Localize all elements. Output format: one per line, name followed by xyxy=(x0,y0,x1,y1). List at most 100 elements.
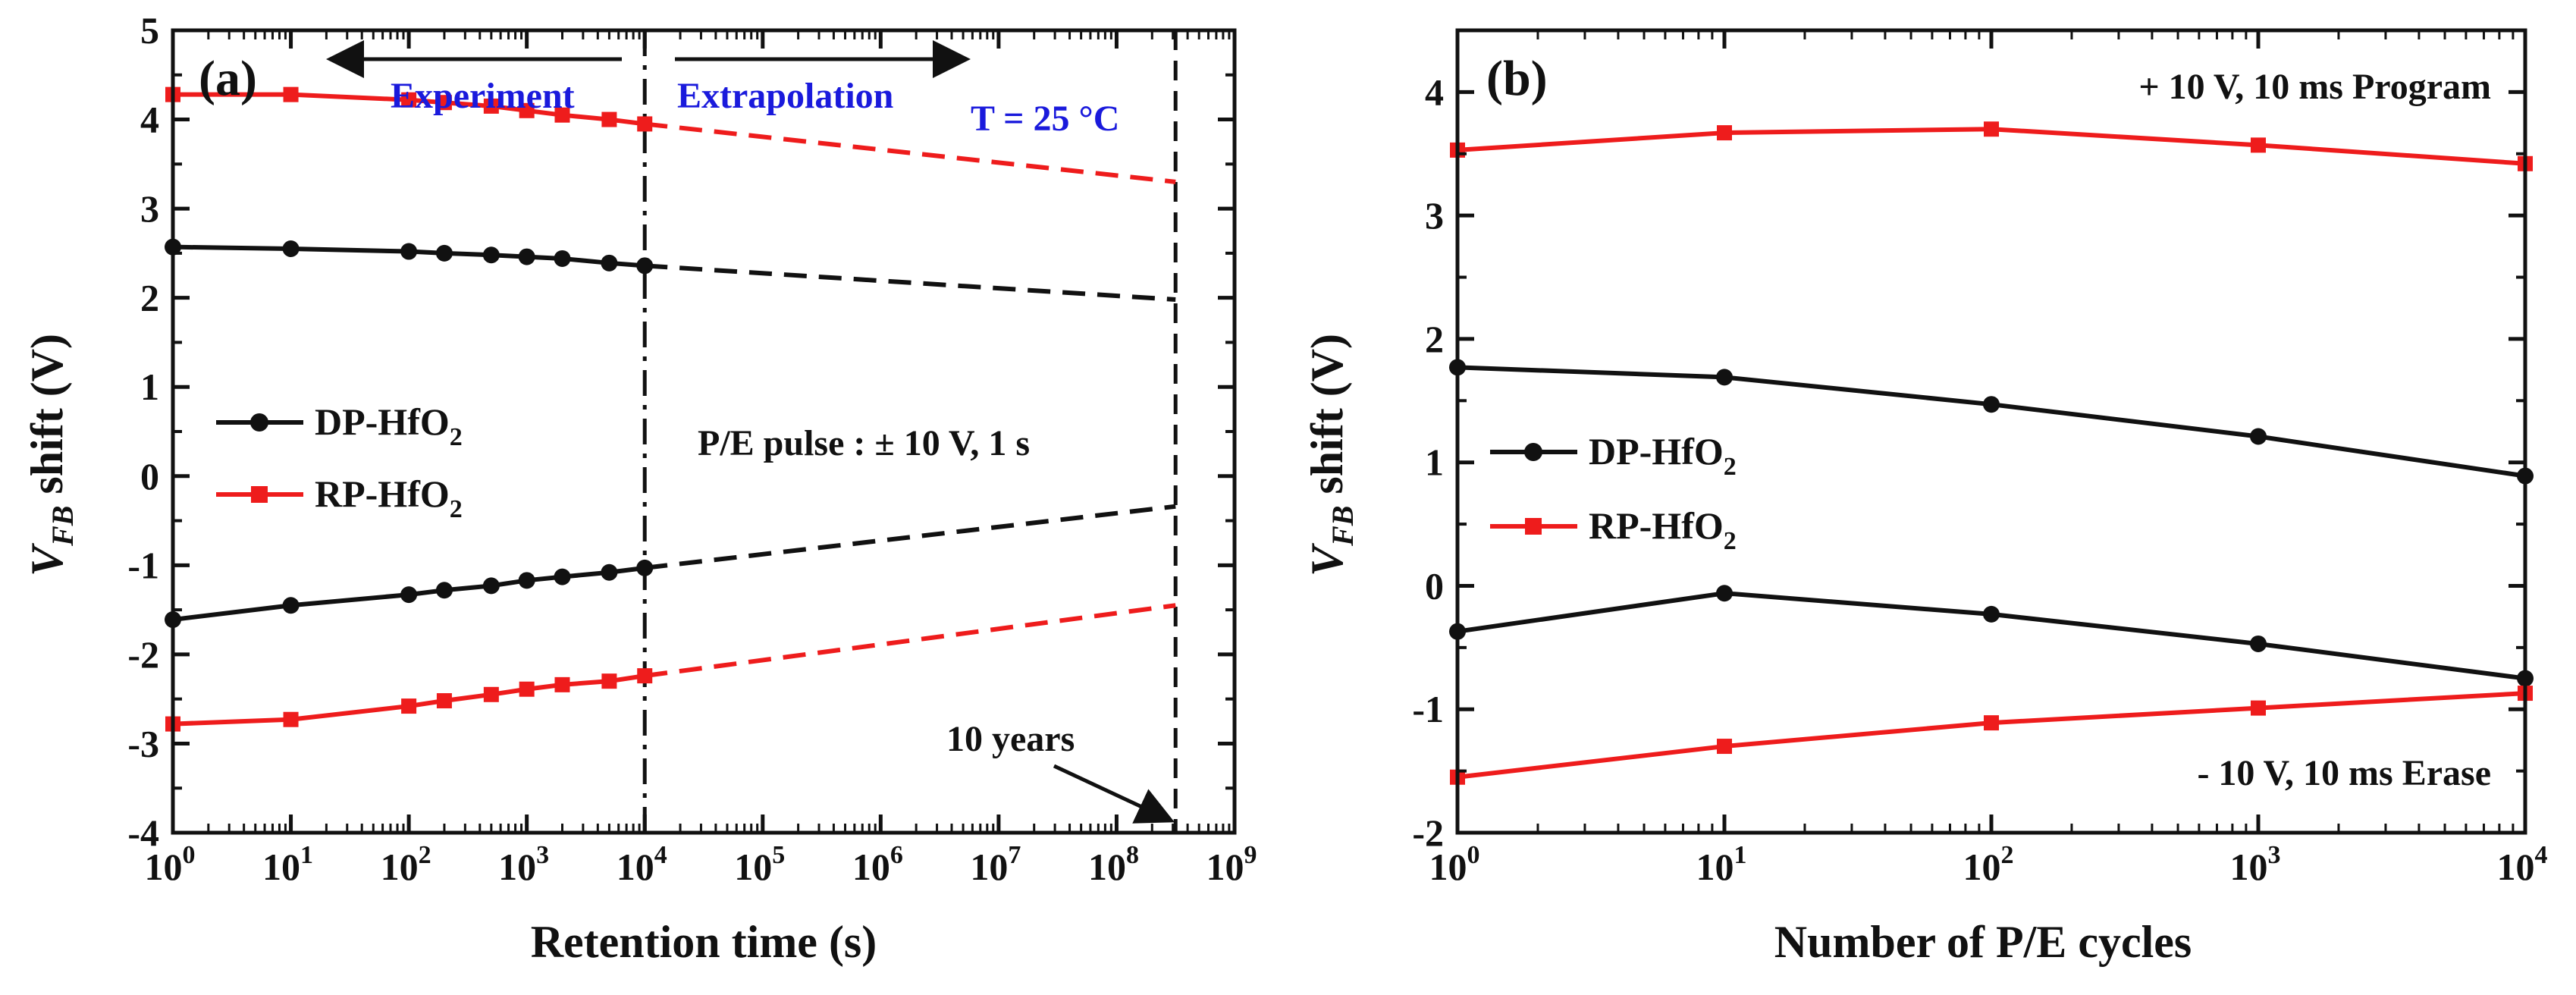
y-tick-label: 3 xyxy=(1425,194,1444,237)
panel-b-y-axis-title: VFB shift (V) xyxy=(1302,334,1360,576)
extrapolation-line-rp-hfo2-erase xyxy=(644,603,1176,679)
svg-text:DP-HfO2: DP-HfO2 xyxy=(1589,430,1737,481)
panel-a-x-axis-title: Retention time (s) xyxy=(531,917,877,967)
extrapolation-label: Extrapolation xyxy=(677,76,893,116)
data-point-dp-hfo2-erase xyxy=(636,559,654,576)
data-point-dp-hfo2-program xyxy=(2250,428,2267,445)
x-tick-label: 103 xyxy=(2230,841,2281,888)
temperature-label: T = 25 °C xyxy=(971,99,1119,139)
data-point-dp-hfo2-erase xyxy=(1716,585,1733,602)
extrapolation-line-dp-hfo2-erase xyxy=(644,504,1176,570)
x-tick-label: 104 xyxy=(2497,841,2548,888)
data-point-dp-hfo2-program xyxy=(636,257,654,275)
data-point-rp-hfo2-program xyxy=(483,98,499,114)
x-tick-label: 103 xyxy=(498,841,549,888)
panel-a-legend-dp-label: DP-HfO xyxy=(315,400,450,443)
data-point-rp-hfo2-program xyxy=(1984,121,1999,137)
data-point-rp-hfo2-program xyxy=(436,95,452,111)
ten-years-label: 10 years xyxy=(946,719,1075,759)
y-tick-label: -2 xyxy=(1412,811,1444,854)
svg-text:DP-HfO2: DP-HfO2 xyxy=(315,400,463,451)
y-tick-label: -2 xyxy=(127,633,159,676)
panel-a-legend: DP-HfO2 RP-HfO2 xyxy=(216,400,463,523)
panel-a-legend-entry-dp: DP-HfO2 xyxy=(216,400,463,451)
data-point-dp-hfo2-program xyxy=(1983,396,2000,413)
y-tick-label: 3 xyxy=(140,187,159,230)
x-tick-label: 101 xyxy=(1696,841,1747,888)
y-tick-label: 2 xyxy=(1425,318,1444,360)
y-tick-label: 0 xyxy=(140,455,159,498)
x-tick-label: 107 xyxy=(970,841,1021,888)
data-point-rp-hfo2-program xyxy=(2251,137,2266,153)
data-point-rp-hfo2-erase xyxy=(283,711,299,727)
data-point-rp-hfo2-erase xyxy=(2251,700,2266,716)
erase-condition-label: - 10 V, 10 ms Erase xyxy=(2197,753,2491,793)
data-point-dp-hfo2-program xyxy=(518,248,535,265)
data-point-rp-hfo2-erase xyxy=(401,698,417,714)
data-point-rp-hfo2-erase xyxy=(1717,739,1732,755)
data-point-dp-hfo2-program xyxy=(554,250,571,267)
data-point-dp-hfo2-erase xyxy=(601,563,618,581)
y-tick-label: -1 xyxy=(127,544,159,586)
data-point-rp-hfo2-program xyxy=(283,86,299,102)
y-tick-label: 2 xyxy=(140,277,159,319)
program-condition-label: + 10 V, 10 ms Program xyxy=(2138,67,2491,107)
data-point-rp-hfo2-program xyxy=(554,107,570,123)
panel-a-legend-rp-label: RP-HfO xyxy=(315,472,450,515)
y-tick-label: 0 xyxy=(1425,564,1444,607)
panel-a-label: (a) xyxy=(199,51,257,106)
data-point-dp-hfo2-program xyxy=(601,254,618,272)
x-tick-label: 100 xyxy=(1429,841,1480,888)
data-point-rp-hfo2-program xyxy=(601,111,617,127)
x-tick-label: 109 xyxy=(1206,841,1257,888)
data-point-dp-hfo2-program xyxy=(435,244,453,262)
ten-years-arrow xyxy=(1053,764,1175,824)
data-point-dp-hfo2-program xyxy=(282,240,300,258)
panel-b-legend-dp-sub: 2 xyxy=(1724,453,1737,481)
data-point-dp-hfo2-erase xyxy=(282,597,300,614)
data-point-rp-hfo2-program xyxy=(519,102,535,118)
data-point-dp-hfo2-program xyxy=(1716,369,1733,386)
panel-a-legend-entry-rp: RP-HfO2 xyxy=(216,472,463,523)
data-point-dp-hfo2-erase xyxy=(435,582,453,599)
data-point-rp-hfo2-erase xyxy=(601,673,617,689)
data-point-rp-hfo2-erase xyxy=(483,686,499,702)
panel-b-legend-rp-sub: 2 xyxy=(1724,527,1737,555)
data-point-rp-hfo2-program xyxy=(637,116,653,132)
x-tick-label: 108 xyxy=(1088,841,1139,888)
panel-b-legend: DP-HfO2 RP-HfO2 xyxy=(1490,430,1737,555)
panel-a-legend-rp-sub: 2 xyxy=(450,495,463,523)
x-tick-label: 100 xyxy=(145,841,196,888)
data-point-rp-hfo2-program xyxy=(1717,125,1732,141)
x-tick-label: 101 xyxy=(262,841,313,888)
data-point-dp-hfo2-erase xyxy=(400,586,418,604)
data-point-dp-hfo2-erase xyxy=(2250,635,2267,652)
extrapolation-line-rp-hfo2-program xyxy=(644,121,1176,184)
y-tick-label: 4 xyxy=(1425,71,1444,113)
y-tick-label: 4 xyxy=(140,99,159,141)
y-tick-label: 1 xyxy=(140,366,159,408)
panel-b-x-axis-title: Number of P/E cycles xyxy=(1774,917,2192,967)
panel-a-chart: -4 -3 -2 -1 0 1 2 3 4 5 100 101 102 103 104 105 106 107 10… xyxy=(22,9,1257,967)
panel-b-chart: -2 -1 0 1 2 3 4 100 101 102 103 104 (b) + 10 V, 10 … xyxy=(1302,28,2548,967)
panel-a-y-axis-title: VFB shift (V) xyxy=(22,334,80,576)
x-tick-label: 102 xyxy=(381,841,431,888)
panel-b-legend-entry-rp: RP-HfO2 xyxy=(1490,504,1737,555)
data-point-rp-hfo2-erase xyxy=(519,681,535,697)
panel-b-legend-dp-label: DP-HfO xyxy=(1589,430,1724,472)
panel-b-legend-entry-dp: DP-HfO2 xyxy=(1490,430,1737,481)
panel-a-series-group xyxy=(165,30,1178,833)
x-tick-label: 102 xyxy=(1963,841,2014,888)
panel-b-label: (b) xyxy=(1486,51,1548,106)
panel-b-series-group xyxy=(1449,121,2534,785)
data-point-rp-hfo2-program xyxy=(401,92,417,108)
panel-b-legend-rp-label: RP-HfO xyxy=(1589,504,1724,547)
data-point-dp-hfo2-program xyxy=(482,246,500,264)
y-tick-label: 5 xyxy=(140,9,159,52)
x-tick-label: 104 xyxy=(617,841,667,888)
y-tick-label: 1 xyxy=(1425,441,1444,484)
y-tick-label: -4 xyxy=(127,811,159,854)
data-point-dp-hfo2-erase xyxy=(1983,605,2000,623)
data-point-rp-hfo2-erase xyxy=(554,676,570,692)
